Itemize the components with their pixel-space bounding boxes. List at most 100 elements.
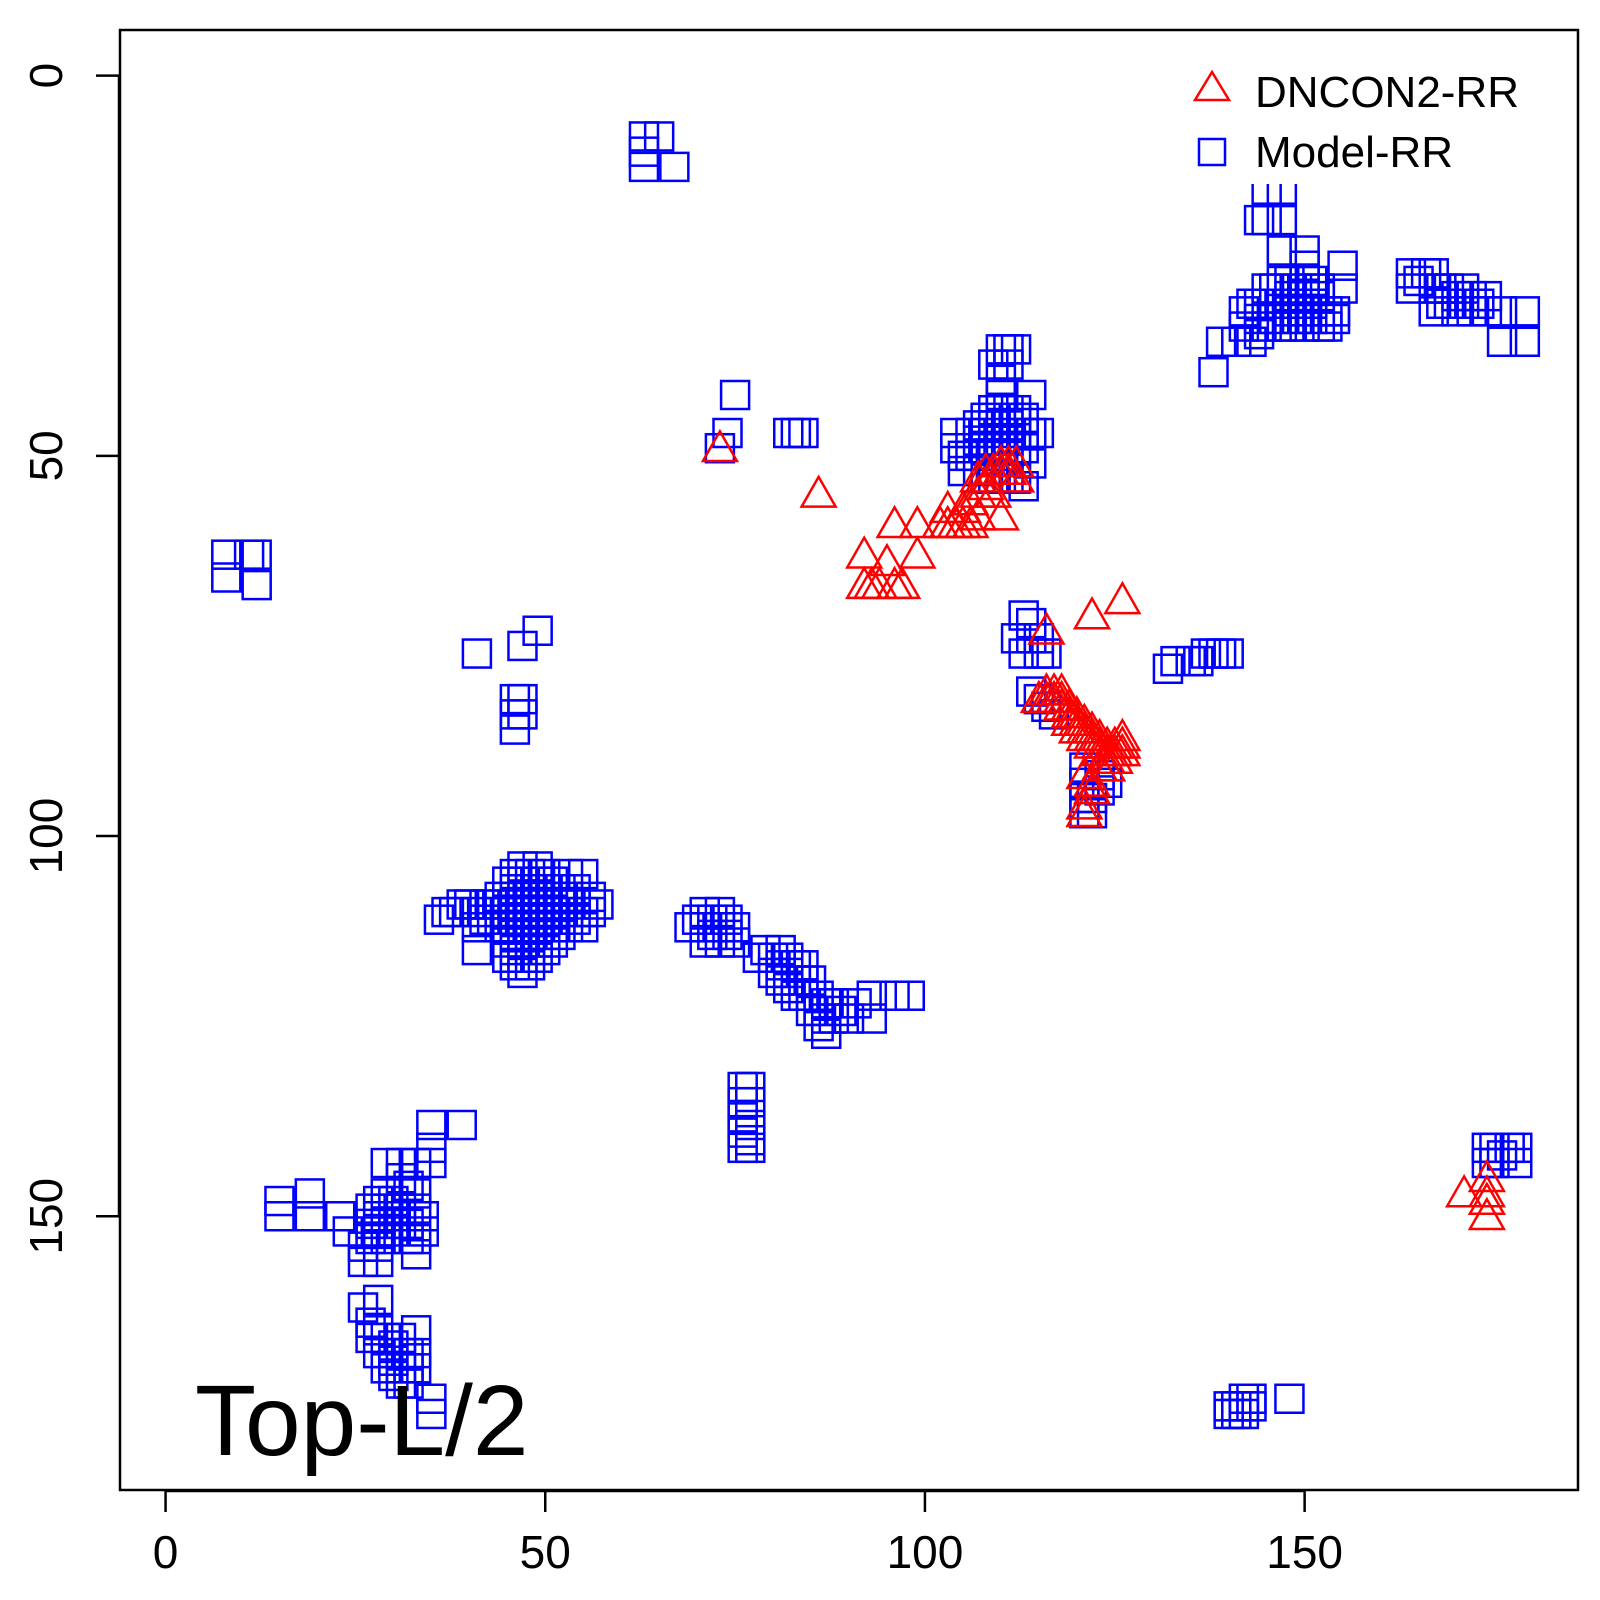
dncon2-rr-point [799, 474, 838, 508]
model-rr-point [780, 417, 812, 449]
model-rr-point [362, 1284, 394, 1316]
model-rr-point [1486, 326, 1518, 358]
legend-triangle-icon [1192, 69, 1232, 102]
model-rr-point [643, 121, 675, 152]
model-rr-point [211, 539, 242, 570]
model-rr-point [1243, 318, 1275, 350]
model-rr-point [788, 417, 819, 449]
model-rr-point [894, 980, 925, 1011]
dncon2-rr-point [898, 535, 937, 569]
panel-label: Top-L/2 [195, 1365, 529, 1477]
dncon2-rr-point [989, 451, 1028, 486]
dncon2-rr-point [1467, 1181, 1507, 1216]
legend-background [1175, 64, 1575, 184]
model-rr-point [659, 151, 690, 183]
model-rr-point [795, 995, 827, 1027]
x-tick-label: 0 [153, 1526, 179, 1578]
dncon2-rr-point [996, 459, 1036, 493]
dncon2-rr-point [700, 428, 740, 463]
x-axis: 0 50 100 150 [153, 1489, 1343, 1578]
dncon2-rr-point [951, 504, 990, 539]
model-rr-point [461, 934, 493, 966]
model-rr-point [1274, 1383, 1305, 1414]
dncon2-rr-point [898, 504, 937, 539]
model-rr-point [856, 1003, 888, 1034]
model-rr-point [628, 151, 660, 183]
model-rr-point [1502, 1147, 1533, 1179]
model-rr-point [1486, 296, 1518, 327]
legend-entry-model-rr: Model-RR [1197, 128, 1453, 177]
model-rr-point [1236, 1391, 1267, 1422]
model-rr-point [241, 539, 272, 570]
dncon2-rr-point [996, 443, 1036, 478]
plot-markers [211, 121, 1541, 1430]
model-rr-point [347, 1246, 379, 1278]
model-rr-point [400, 1315, 432, 1346]
model-rr-point [1031, 638, 1062, 669]
dncon2-rr-point [958, 497, 998, 531]
legend-label-model-rr: Model-RR [1255, 128, 1453, 177]
model-rr-point [719, 379, 751, 411]
model-rr-point [735, 1132, 766, 1164]
dncon2-rr-point [1065, 786, 1104, 820]
model-rr-point [1266, 204, 1298, 236]
dncon2-rr-point [1103, 717, 1142, 752]
model-rr-point [264, 1201, 295, 1232]
model-rr-point [552, 858, 584, 890]
model-rr-point [1008, 638, 1039, 669]
model-rr-point [1198, 356, 1229, 388]
model-rr-point [575, 896, 607, 928]
dncon2-rr-point [981, 497, 1021, 531]
legend-entry-dncon2-rr: DNCON2-RR [1192, 68, 1519, 117]
dncon2-rr-point [1467, 1173, 1507, 1208]
dncon2-rr-point [883, 565, 922, 600]
y-tick-label: 50 [20, 430, 72, 481]
legend-label-dncon2-rr: DNCON2-RR [1255, 68, 1519, 117]
model-rr-point [461, 638, 493, 669]
y-tick-label: 150 [20, 1178, 72, 1255]
model-rr-point [400, 1353, 432, 1384]
model-rr-point [211, 562, 242, 593]
y-tick-label: 100 [20, 798, 72, 875]
model-rr-point [355, 1223, 386, 1255]
model-rr-point [416, 1398, 447, 1430]
dncon2-rr-point [1103, 580, 1142, 615]
model-rr-point [522, 615, 553, 646]
model-rr-point [241, 569, 272, 601]
model-rr-point [507, 699, 538, 730]
dncon2-rr-point [1027, 611, 1066, 645]
x-tick-label: 150 [1266, 1526, 1343, 1578]
model-rr-point [446, 1109, 477, 1141]
model-rr-point [294, 1178, 326, 1209]
model-rr-point [1000, 334, 1032, 365]
model-rr-point [1023, 417, 1055, 449]
dncon2-rr-point [867, 542, 907, 577]
dncon2-rr-point [1065, 793, 1104, 828]
dncon2-rr-point [1467, 1158, 1507, 1193]
dncon2-rr-point [845, 565, 884, 600]
model-rr-point [1312, 311, 1343, 342]
model-rr-point [940, 432, 971, 464]
model-rr-point [856, 980, 888, 1011]
x-tick-label: 100 [887, 1526, 964, 1578]
model-rr-point [1327, 250, 1358, 281]
model-rr-point [712, 919, 743, 951]
model-rr-point [1152, 653, 1184, 684]
model-rr-point [294, 1201, 326, 1232]
model-rr-point [1509, 326, 1541, 358]
legend: DNCON2-RR Model-RR [1175, 64, 1575, 184]
x-tick-label: 50 [520, 1526, 571, 1578]
dncon2-rr-point [1072, 596, 1112, 630]
model-rr-point [1251, 311, 1282, 342]
dncon2-rr-point [875, 504, 914, 539]
y-axis: 0 50 100 150 [20, 63, 121, 1255]
dncon2-rr-point [1088, 748, 1127, 782]
model-rr-point [416, 1109, 447, 1141]
model-rr-point [1464, 288, 1495, 319]
legend-square-icon [1197, 137, 1227, 167]
model-rr-point [583, 889, 614, 920]
plot-frame [118, 28, 1580, 1492]
model-rr-point [1213, 638, 1244, 669]
y-tick-label: 0 [20, 63, 72, 89]
